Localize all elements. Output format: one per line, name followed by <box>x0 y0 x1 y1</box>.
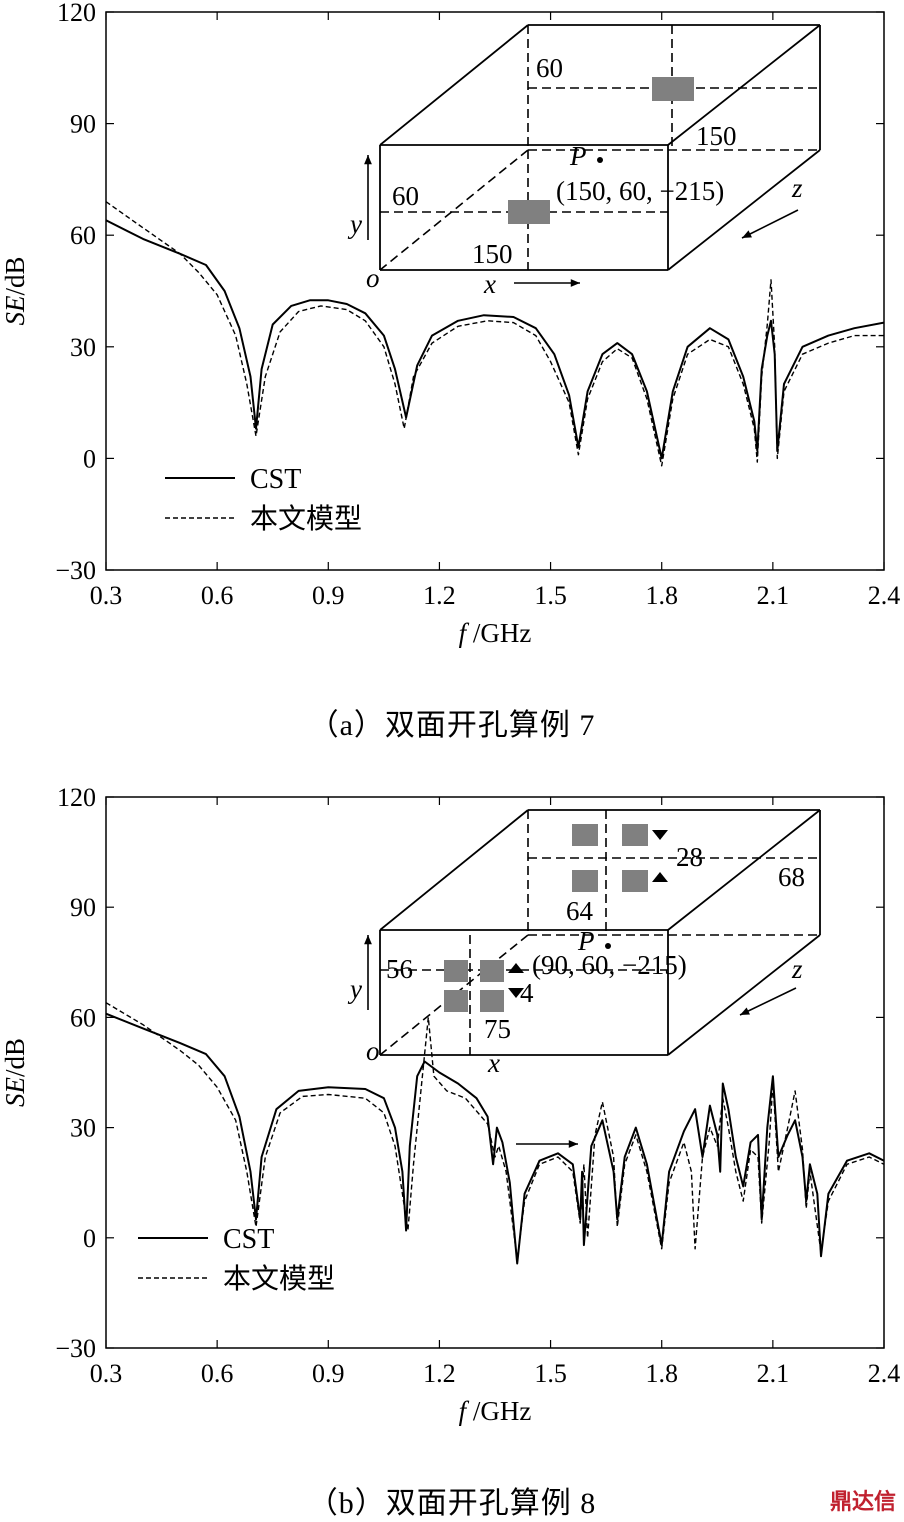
inset-dim-b-4: 68 <box>778 862 805 892</box>
y-axis-label-a: SE/dB <box>0 256 30 325</box>
x-tick-label-a-6: 2.1 <box>757 581 790 610</box>
inset-arrow-z-a-head <box>742 230 752 238</box>
inset-point-label-b: P <box>577 926 595 956</box>
inset-dim-b-2: 75 <box>484 1014 511 1044</box>
x-tick-label-b-6: 2.1 <box>757 1359 790 1388</box>
inset-edge-b-7 <box>667 809 821 931</box>
inset-point-label-a: P <box>569 141 587 171</box>
aperture-front-b-1 <box>444 960 468 982</box>
x-tick-label-b-4: 1.5 <box>534 1359 567 1388</box>
dim-arrow-b-2 <box>508 988 524 998</box>
inset-dim-a-2: 60 <box>392 181 419 211</box>
series-line-a-cst <box>106 219 884 460</box>
legend-label-a-0: CST <box>250 464 301 495</box>
aperture-back-b-1 <box>572 824 598 846</box>
aperture-back-b-2 <box>622 824 648 846</box>
x-tick-label-a-0: 0.3 <box>90 581 123 610</box>
x-tick-label-b-0: 0.3 <box>90 1359 123 1388</box>
aperture-front-a <box>508 200 550 224</box>
inset-point-dot-b <box>605 943 611 949</box>
inset-dim-b-5: 64 <box>566 896 594 926</box>
inset-axis-o-b: o <box>366 1036 380 1066</box>
inset-axis-z-b: z <box>791 954 803 984</box>
inset-edge-a-9 <box>667 149 821 271</box>
dim-arrow-b-1 <box>508 963 524 973</box>
y-tick-label-b-5: 120 <box>57 783 96 812</box>
inset-dim-a-0: 60 <box>536 53 563 83</box>
x-axis-label-b: f /GHz <box>459 1396 532 1426</box>
y-tick-label-a-5: 120 <box>57 0 96 27</box>
x-tick-label-b-3: 1.2 <box>423 1359 456 1388</box>
inset-dim-b-3: 28 <box>676 842 703 872</box>
inset-hidden-b-3 <box>379 934 529 1056</box>
aperture-back-b-3 <box>572 870 598 892</box>
y-tick-label-b-3: 60 <box>70 1003 96 1032</box>
dim-arrow-b-3 <box>652 830 668 840</box>
y-tick-label-a-4: 90 <box>70 110 96 139</box>
aperture-front-b-4 <box>480 990 504 1012</box>
x-tick-label-b-5: 1.8 <box>645 1359 678 1388</box>
caption-a: （a）双面开孔算例 7 <box>308 709 596 742</box>
aperture-front-b-2 <box>480 960 504 982</box>
x-axis-label-a: f /GHz <box>459 618 532 648</box>
y-axis-label-b: SE/dB <box>0 1038 30 1107</box>
y-tick-label-a-0: −30 <box>55 556 96 585</box>
y-tick-label-a-2: 30 <box>70 333 96 362</box>
inset-axis-x-b: x <box>487 1048 500 1078</box>
inset-arrow-z-a <box>741 209 799 239</box>
legend-label-a-1: 本文模型 <box>250 503 362 535</box>
inset-point-coord-b: (90, 60, −215) <box>532 950 687 980</box>
x-tick-label-a-4: 1.5 <box>534 581 567 610</box>
series-line-a-model <box>106 201 884 467</box>
x-tick-label-a-1: 0.6 <box>201 581 234 610</box>
aperture-back-b-4 <box>622 870 648 892</box>
x-tick-label-a-3: 1.2 <box>423 581 456 610</box>
y-tick-label-a-3: 60 <box>70 221 96 250</box>
caption-b: （b）双面开孔算例 8 <box>307 1487 597 1520</box>
inset-arrow-x-a-head <box>570 279 580 287</box>
inset-edge-b-5 <box>379 809 529 931</box>
inset-arrow-z-b <box>739 987 797 1016</box>
dim-arrow-b-4 <box>652 872 668 882</box>
inset-point-coord-a: (150, 60, −215) <box>556 176 724 206</box>
inset-axis-o-a: o <box>366 263 380 293</box>
aperture-back-a <box>652 77 694 101</box>
inset-dim-a-3: 150 <box>472 239 513 269</box>
inset-axis-z-a: z <box>791 173 803 203</box>
y-tick-label-b-2: 30 <box>70 1114 96 1143</box>
inset-axis-y-a: y <box>347 209 362 239</box>
legend-label-b-1: 本文模型 <box>223 1263 335 1295</box>
inset-edge-a-5 <box>379 24 529 146</box>
inset-axis-y-b: y <box>347 974 362 1004</box>
inset-dim-a-1: 150 <box>696 121 737 151</box>
x-tick-label-a-5: 1.8 <box>645 581 678 610</box>
plot-frame-a <box>105 11 885 571</box>
watermark-logo: 鼎达信 <box>829 1490 896 1515</box>
legend-label-b-0: CST <box>223 1224 274 1255</box>
inset-hidden-a-3 <box>379 149 529 271</box>
y-tick-label-b-4: 90 <box>70 893 96 922</box>
plot-frame-b <box>105 796 885 1349</box>
inset-dim-b-1: 4 <box>520 978 534 1008</box>
aperture-front-b-3 <box>444 990 468 1012</box>
inset-dim-b-0: 56 <box>386 954 413 984</box>
x-tick-label-b-1: 0.6 <box>201 1359 234 1388</box>
y-tick-label-b-1: 0 <box>83 1224 96 1253</box>
x-tick-label-a-2: 0.9 <box>312 581 345 610</box>
x-tick-label-b-7: 2.4 <box>868 1359 901 1388</box>
annotation-arrow-b-head <box>568 1140 578 1148</box>
x-tick-label-a-7: 2.4 <box>868 581 901 610</box>
inset-arrow-y-b-head <box>364 935 372 945</box>
inset-point-dot-a <box>597 157 603 163</box>
inset-arrow-z-b-head <box>740 1007 750 1015</box>
inset-edge-a-7 <box>667 24 821 146</box>
y-tick-label-a-1: 0 <box>83 444 96 473</box>
inset-edge-b-9 <box>667 934 821 1056</box>
inset-arrow-y-a-head <box>364 155 372 165</box>
x-tick-label-b-2: 0.9 <box>312 1359 345 1388</box>
series-line-b-model <box>106 1002 884 1261</box>
inset-axis-x-a: x <box>483 269 496 299</box>
y-tick-label-b-0: −30 <box>55 1334 96 1363</box>
